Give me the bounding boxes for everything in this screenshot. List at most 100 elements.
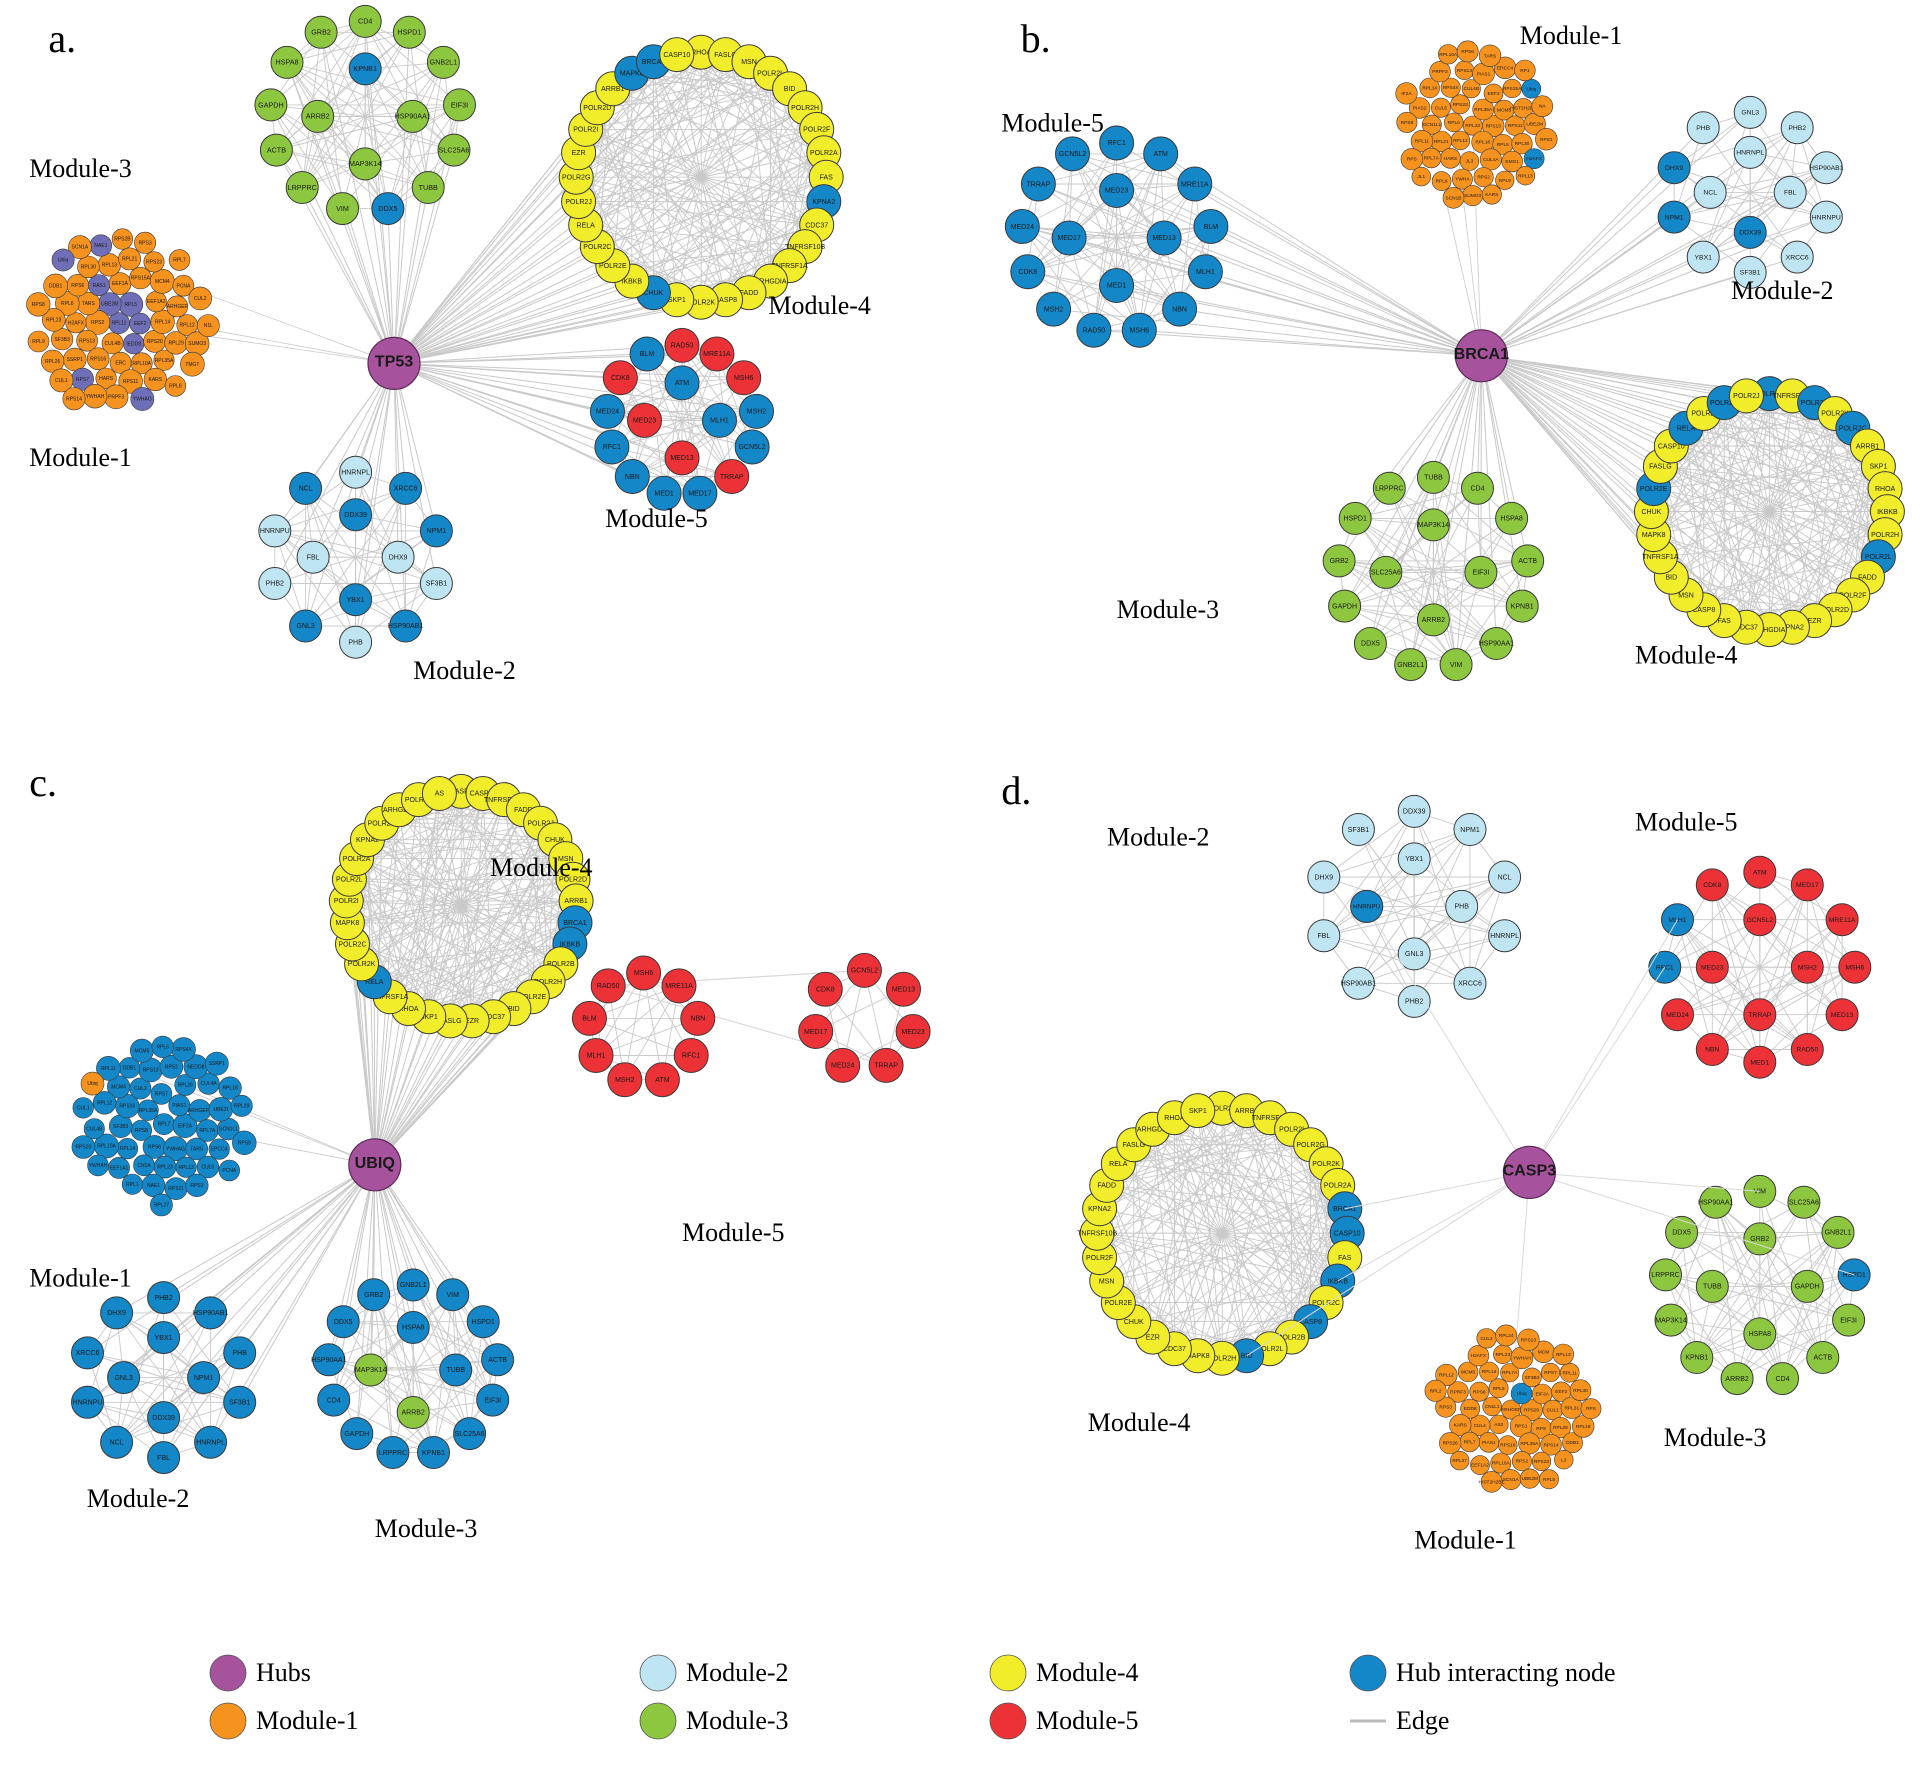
svg-text:POLR2D: POLR2D xyxy=(583,105,611,112)
svg-text:RPL6: RPL6 xyxy=(1448,120,1460,126)
svg-text:CD4: CD4 xyxy=(358,17,372,26)
svg-text:Module-4: Module-4 xyxy=(768,291,871,320)
svg-text:PCNA: PCNA xyxy=(176,283,191,289)
svg-text:RPL29: RPL29 xyxy=(234,1104,250,1110)
svg-text:GNL3: GNL3 xyxy=(1741,110,1759,117)
svg-text:TARS: TARS xyxy=(190,1147,204,1153)
svg-text:HSP90AA1: HSP90AA1 xyxy=(395,112,431,121)
svg-text:GCN5L2: GCN5L2 xyxy=(851,968,878,975)
svg-text:NPM1: NPM1 xyxy=(194,1375,214,1382)
svg-text:CDC37: CDC37 xyxy=(805,222,828,229)
svg-text:VIM: VIM xyxy=(1450,662,1463,669)
svg-text:VIM: VIM xyxy=(446,1292,459,1299)
svg-text:HSP90AA1: HSP90AA1 xyxy=(1698,1200,1734,1207)
svg-text:GNL3: GNL3 xyxy=(1405,951,1423,958)
svg-text:PHB2: PHB2 xyxy=(1405,999,1423,1006)
svg-text:NA: NA xyxy=(1539,104,1546,110)
svg-text:RPL26: RPL26 xyxy=(178,1083,194,1089)
svg-text:MED17: MED17 xyxy=(688,491,711,498)
svg-text:RPL1: RPL1 xyxy=(126,1182,139,1188)
svg-text:MSH6: MSH6 xyxy=(634,970,654,977)
svg-text:POLR2K: POLR2K xyxy=(1312,1161,1340,1168)
svg-text:XRCC6: XRCC6 xyxy=(1786,254,1809,261)
svg-text:RPS13: RPS13 xyxy=(1486,124,1502,130)
svg-text:LRPPRC: LRPPRC xyxy=(1375,486,1403,493)
svg-text:RPS14: RPS14 xyxy=(1457,68,1473,74)
svg-text:Module-1: Module-1 xyxy=(1520,21,1623,50)
svg-text:Edge: Edge xyxy=(1396,1706,1449,1735)
svg-text:PIAS1: PIAS1 xyxy=(172,1103,186,1109)
svg-text:KPNB1: KPNB1 xyxy=(353,64,377,73)
svg-text:RELA: RELA xyxy=(577,222,596,229)
svg-text:GCN5L2: GCN5L2 xyxy=(738,444,765,451)
svg-text:KPNB1: KPNB1 xyxy=(1685,1355,1708,1362)
svg-text:HNRNPU: HNRNPU xyxy=(73,1400,103,1407)
svg-text:RPRF3: RPRF3 xyxy=(1450,1390,1466,1396)
svg-text:MSH2: MSH2 xyxy=(747,409,767,416)
svg-text:GNB2L1: GNB2L1 xyxy=(1397,662,1424,669)
svg-text:RPS14: RPS14 xyxy=(66,396,82,402)
svg-text:HARS: HARS xyxy=(1444,156,1457,162)
svg-text:POLR2J: POLR2J xyxy=(1733,393,1759,400)
svg-text:CUL5: CUL5 xyxy=(202,1165,215,1171)
svg-text:HSPA8: HSPA8 xyxy=(402,1325,425,1332)
svg-text:GNB2L1: GNB2L1 xyxy=(430,58,458,67)
svg-text:ARHGEF: ARHGEF xyxy=(1501,1407,1521,1413)
svg-text:PHB2: PHB2 xyxy=(1788,125,1806,132)
svg-text:a.: a. xyxy=(48,16,76,61)
svg-text:H2AFX: H2AFX xyxy=(1526,156,1542,162)
svg-text:POLR2E: POLR2E xyxy=(599,263,627,270)
svg-text:RPL7A: RPL7A xyxy=(1424,156,1440,162)
svg-text:MED24: MED24 xyxy=(831,1063,854,1070)
svg-text:RPS13: RPS13 xyxy=(143,1068,159,1074)
svg-text:MED13: MED13 xyxy=(670,455,693,462)
svg-text:RPL30: RPL30 xyxy=(1573,1388,1588,1394)
svg-text:YBX1: YBX1 xyxy=(347,597,365,604)
svg-text:RPS6: RPS6 xyxy=(148,1145,161,1151)
svg-text:RPL5: RPL5 xyxy=(125,302,138,308)
svg-text:BID: BID xyxy=(1665,574,1677,581)
svg-text:RELA: RELA xyxy=(1109,1161,1128,1168)
svg-text:POLR2K: POLR2K xyxy=(348,961,376,968)
svg-text:SCN1A: SCN1A xyxy=(1503,1477,1520,1483)
svg-text:Module-2: Module-2 xyxy=(413,656,516,685)
svg-text:HNRNPU: HNRNPU xyxy=(260,528,290,535)
svg-text:ARHGEF: ARHGEF xyxy=(167,304,188,310)
svg-text:ARRB1: ARRB1 xyxy=(564,898,587,905)
svg-text:Hubs: Hubs xyxy=(256,1658,311,1687)
svg-text:ACTB: ACTB xyxy=(1813,1355,1832,1362)
svg-text:SCN1B: SCN1B xyxy=(1446,195,1462,201)
svg-text:Module-5: Module-5 xyxy=(1635,807,1738,836)
svg-text:POLR2H: POLR2H xyxy=(1871,532,1899,539)
svg-text:RPL14: RPL14 xyxy=(155,319,171,325)
svg-text:DDX39: DDX39 xyxy=(344,512,367,519)
svg-text:PIAS1: PIAS1 xyxy=(1482,1440,1496,1446)
svg-text:RPL29: RPL29 xyxy=(168,341,184,347)
svg-text:CHUK: CHUK xyxy=(643,290,663,297)
svg-text:MCM5: MCM5 xyxy=(135,1048,150,1054)
svg-text:MSH2: MSH2 xyxy=(1044,306,1064,313)
svg-text:DHX9: DHX9 xyxy=(1665,165,1683,172)
svg-text:YWHA: YWHA xyxy=(1455,177,1470,183)
svg-text:YBX1: YBX1 xyxy=(1405,856,1423,863)
svg-text:RPS13: RPS13 xyxy=(79,338,95,344)
svg-text:RPS16: RPS16 xyxy=(90,356,106,362)
svg-text:RPS7: RPS7 xyxy=(76,377,89,383)
svg-text:CUL4B: CUL4B xyxy=(1464,86,1479,92)
svg-text:FASLG: FASLG xyxy=(1123,1142,1146,1149)
svg-text:Module-4: Module-4 xyxy=(1088,1408,1191,1437)
svg-text:UBE2M: UBE2M xyxy=(1526,121,1543,127)
svg-text:DDX39: DDX39 xyxy=(1403,809,1426,816)
svg-text:GNB2L1: GNB2L1 xyxy=(1825,1230,1852,1237)
svg-text:TNFRSF1A: TNFRSF1A xyxy=(1642,554,1679,561)
svg-text:RPL21: RPL21 xyxy=(122,257,138,263)
svg-text:RHOA: RHOA xyxy=(1875,486,1896,493)
svg-text:MED1: MED1 xyxy=(654,491,674,498)
svg-text:Ubiq: Ubiq xyxy=(1526,86,1536,92)
svg-text:SF3B1: SF3B1 xyxy=(426,581,448,588)
svg-text:SLC25A6: SLC25A6 xyxy=(1371,570,1401,577)
svg-text:Module-5: Module-5 xyxy=(605,504,708,533)
svg-text:VIM: VIM xyxy=(336,204,349,213)
svg-text:RPL30: RPL30 xyxy=(81,265,97,271)
svg-text:RPL7A: RPL7A xyxy=(1502,1370,1518,1376)
